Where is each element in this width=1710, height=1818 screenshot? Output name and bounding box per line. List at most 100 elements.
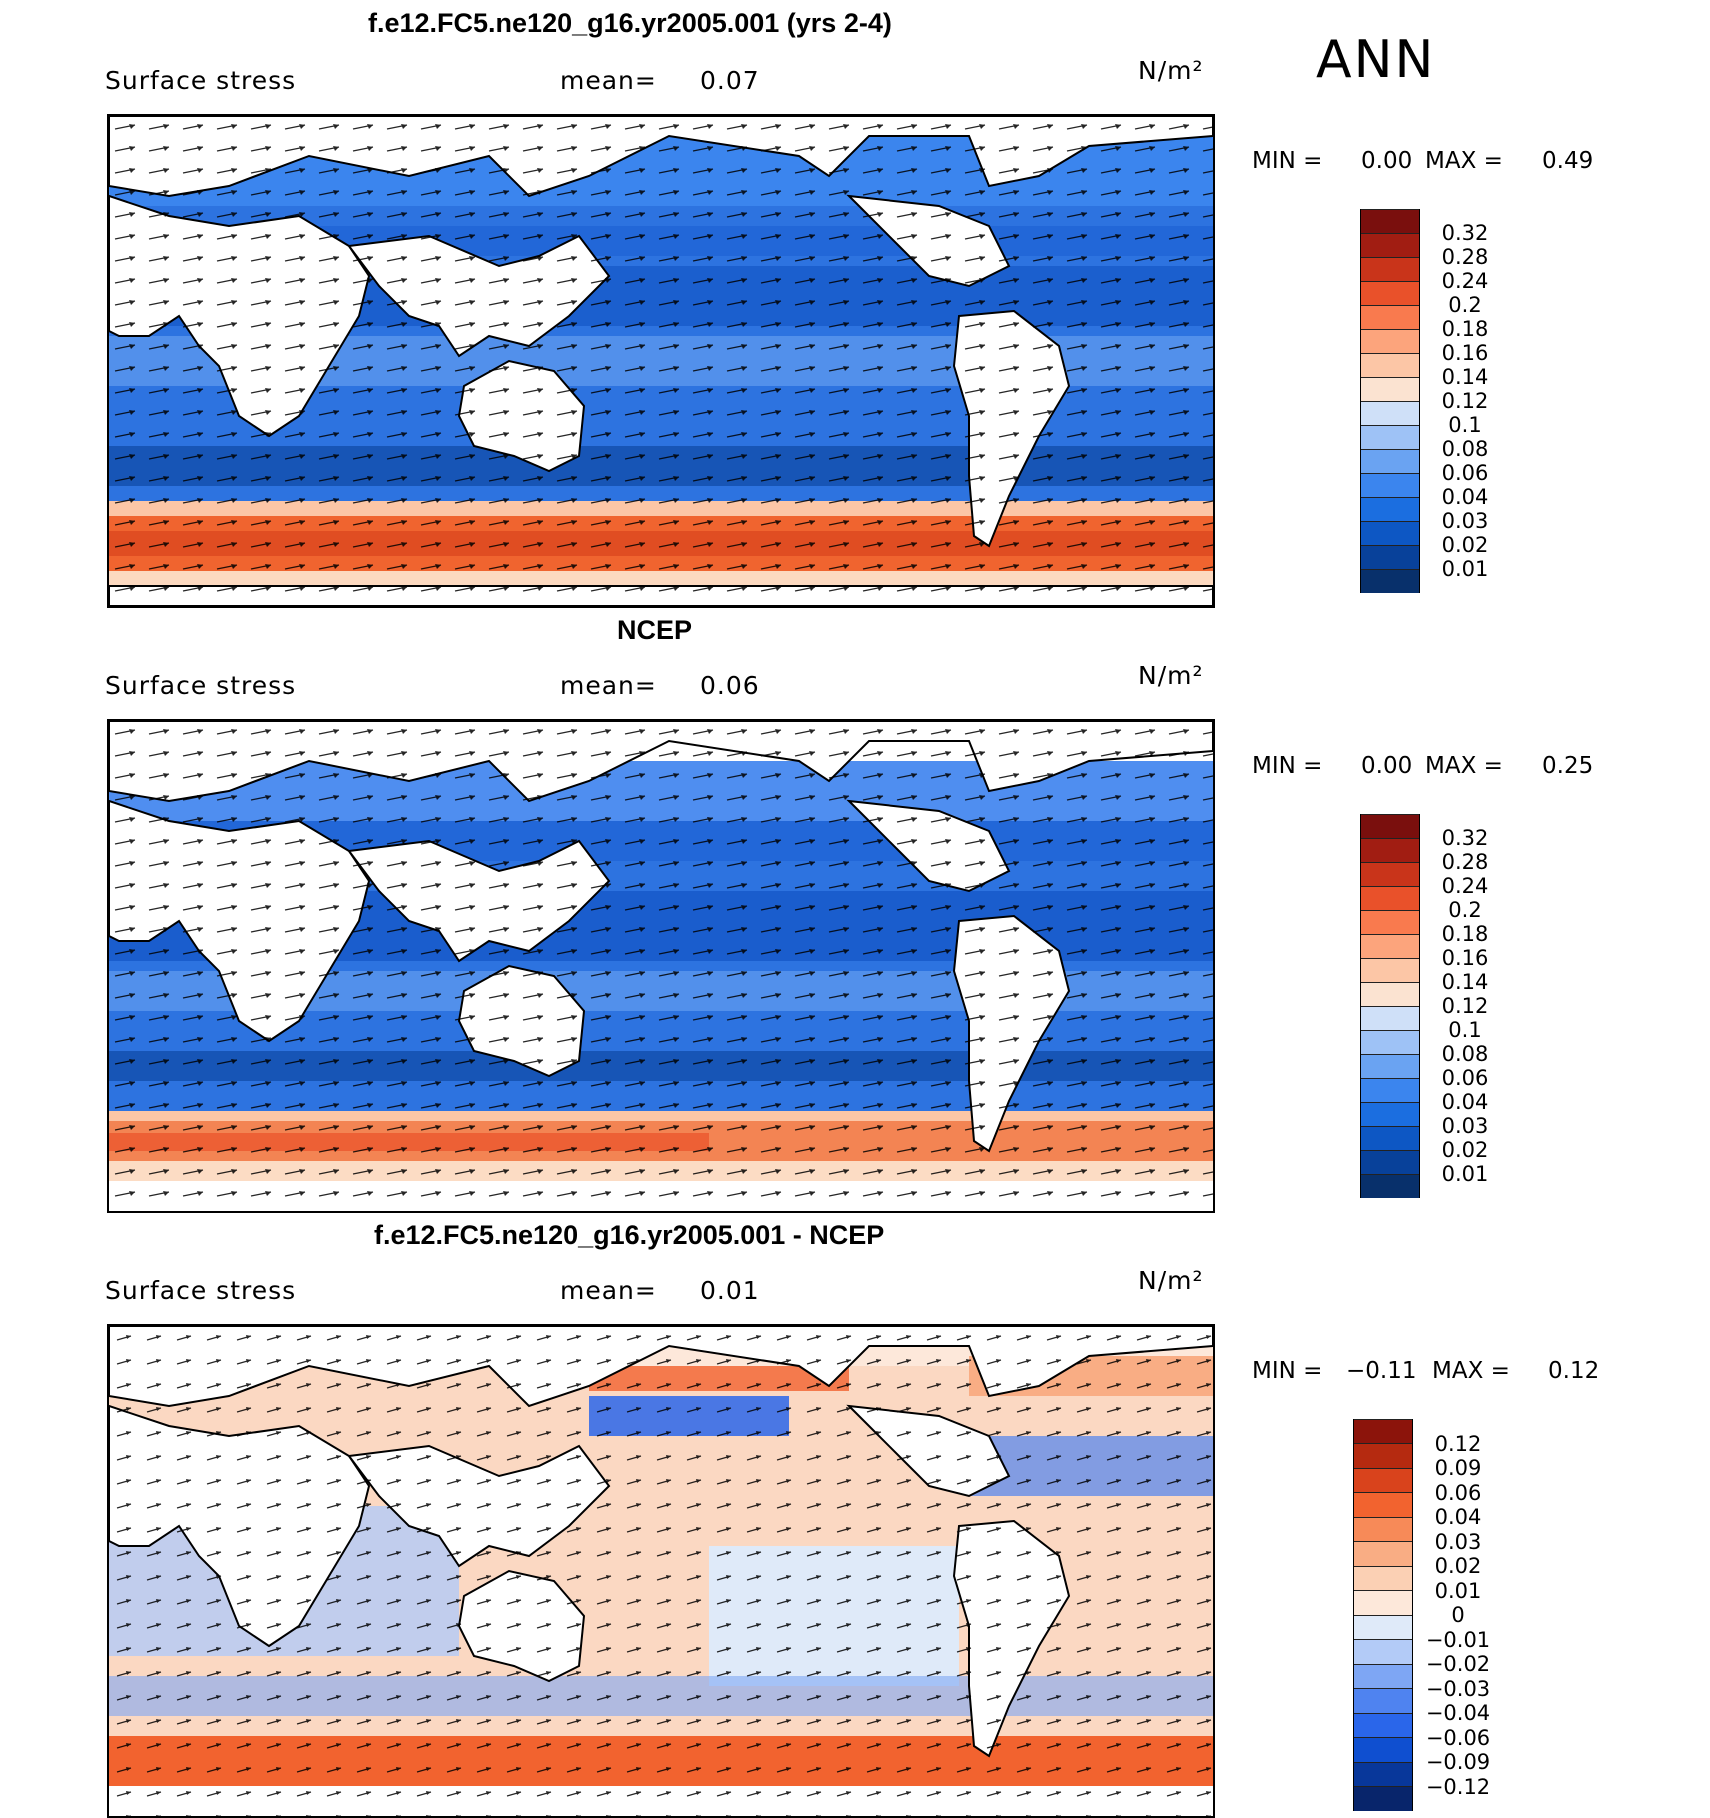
- season-label: ANN: [1316, 30, 1436, 90]
- colorbar-swatch: [1361, 472, 1419, 497]
- colorbar-tick-label: −0.03: [1425, 1676, 1491, 1701]
- colorbar-tick-label: 0.06: [1441, 461, 1489, 485]
- panel-1-max-value: 0.49: [1542, 148, 1594, 174]
- colorbar-tick-label: 0.14: [1441, 970, 1489, 994]
- colorbar-swatch: [1354, 1467, 1412, 1492]
- colorbar-swatch: [1361, 232, 1419, 257]
- panel-2-max-label: MAX =: [1425, 753, 1503, 779]
- colorbar-tick-label: 0.12: [1441, 389, 1489, 413]
- colorbar-tick-label: −0.04: [1425, 1701, 1491, 1725]
- panel-1-map: [107, 114, 1215, 608]
- colorbar-frame: [1360, 813, 1420, 1198]
- panel-1-min-value: 0.00: [1361, 148, 1413, 174]
- panel-2-map-plot: [109, 721, 1213, 1211]
- colorbar-swatch: [1361, 861, 1419, 886]
- colorbar-tick-label: 0.01: [1434, 1578, 1482, 1603]
- colorbar-tick-label: 0.09: [1434, 1456, 1482, 1480]
- colorbar-tick-label: 0.01: [1441, 557, 1489, 581]
- colorbar-swatch: [1361, 885, 1419, 910]
- colorbar-tick-label: 0.2: [1448, 293, 1482, 317]
- panel-2-colorbar: 0.01 0.02 0.03 0.04 0.06 0.08 0.1 0.12 0.14 0.16 0…: [1360, 813, 1560, 1198]
- panel-1-map-plot: [109, 116, 1213, 606]
- panel-3-map-plot: [109, 1326, 1213, 1816]
- colorbar-swatch: [1354, 1639, 1412, 1664]
- panel-3-colorbar: −0.12 −0.09 −0.06 −0.04 −0.03 −0.02 −0.01 0 0.01…: [1353, 1418, 1553, 1811]
- colorbar-tick-label: 0.14: [1441, 365, 1489, 389]
- colorbar-swatch: [1361, 400, 1419, 425]
- colorbar-tick-label: 0.2: [1448, 898, 1482, 922]
- panel-2-mean-value: 0.06: [700, 671, 760, 700]
- panel-1-title: f.e12.FC5.ne120_g16.yr2005.001 (yrs 2-4): [368, 8, 892, 38]
- panel-1-min-label: MIN =: [1252, 148, 1323, 174]
- panel-2-max-value: 0.25: [1542, 753, 1594, 779]
- colorbar-tick-label: 0.18: [1441, 317, 1489, 341]
- colorbar-tick-label: 0.12: [1434, 1431, 1482, 1456]
- colorbar-swatch: [1361, 957, 1419, 982]
- colorbar-swatch: [1361, 256, 1419, 281]
- panel-3-units: N/m²: [1138, 1266, 1204, 1295]
- colorbar-swatch: [1361, 981, 1419, 1006]
- panel-3-mean-value: 0.01: [700, 1276, 760, 1305]
- colorbar-swatch: [1361, 933, 1419, 958]
- colorbar-swatch: [1354, 1712, 1412, 1737]
- colorbar-swatch: [1354, 1492, 1412, 1517]
- panel-3-min-label: MIN =: [1252, 1358, 1323, 1384]
- colorbar-tick-label: 0.02: [1434, 1554, 1482, 1578]
- colorbar-tick-label: 0.03: [1441, 509, 1489, 533]
- panel-2-title: NCEP: [617, 615, 693, 645]
- colorbar-tick-label: 0.18: [1441, 922, 1489, 946]
- colorbar-swatch: [1354, 1418, 1412, 1443]
- panel-3-min-value: −0.11: [1346, 1358, 1417, 1384]
- colorbar-tick-label: 0.08: [1441, 1042, 1489, 1066]
- panel-1-colorbar: 0.01 0.02 0.03 0.04 0.06 0.08 0.1 0.12 0.14 0.16 0…: [1360, 208, 1560, 593]
- panel-1-mean-label: mean=: [560, 66, 657, 95]
- colorbar-swatch: [1361, 1101, 1419, 1126]
- colorbar-tick-label: 0.06: [1434, 1480, 1482, 1505]
- colorbar-tick-label: 0.03: [1441, 1114, 1489, 1138]
- colorbar-tick-label: −0.12: [1425, 1774, 1491, 1799]
- colorbar-tick-label: 0.03: [1434, 1529, 1482, 1554]
- colorbar-tick-label: 0.28: [1441, 850, 1489, 874]
- colorbar-swatch: [1361, 520, 1419, 545]
- colorbar-tick-label: 0.32: [1441, 221, 1489, 245]
- colorbar-swatch: [1361, 496, 1419, 521]
- colorbar-tick-label: 0.12: [1441, 994, 1489, 1018]
- colorbar-swatch: [1361, 352, 1419, 377]
- colorbar-tick-label: 0.04: [1441, 485, 1489, 509]
- panel-2-field-label: Surface stress: [105, 671, 297, 700]
- colorbar-swatch: [1361, 1149, 1419, 1174]
- panel-1-units: N/m²: [1138, 56, 1204, 85]
- colorbar-swatch: [1361, 328, 1419, 353]
- colorbar-tick-label: 0.02: [1441, 1138, 1489, 1162]
- panel-3-max-label: MAX =: [1432, 1358, 1510, 1384]
- colorbar-swatch: [1361, 376, 1419, 401]
- colorbar-tick-label: 0.01: [1441, 1162, 1489, 1186]
- colorbar-tick-label: 0.04: [1434, 1505, 1482, 1529]
- colorbar-swatch: [1354, 1737, 1412, 1762]
- panel-2-mean-label: mean=: [560, 671, 657, 700]
- colorbar-tick-label: 0.08: [1441, 437, 1489, 461]
- colorbar-swatch: [1361, 448, 1419, 473]
- colorbar-swatch: [1361, 1077, 1419, 1102]
- colorbar-tick-label: 0.04: [1441, 1090, 1489, 1114]
- panel-3-max-value: 0.12: [1548, 1358, 1600, 1384]
- colorbar-frame: [1360, 208, 1420, 593]
- colorbar-swatch: [1361, 1173, 1419, 1198]
- colorbar-swatch: [1354, 1786, 1412, 1811]
- panel-3-mean-label: mean=: [560, 1276, 657, 1305]
- colorbar-swatch: [1361, 544, 1419, 569]
- colorbar-tick-label: −0.02: [1425, 1652, 1491, 1676]
- colorbar-tick-label: 0.16: [1441, 946, 1489, 970]
- panel-1-mean-value: 0.07: [700, 66, 760, 95]
- colorbar-swatch: [1361, 1125, 1419, 1150]
- colorbar-tick-label: −0.06: [1425, 1725, 1491, 1750]
- panel-3-field-label: Surface stress: [105, 1276, 297, 1305]
- colorbar-tick-label: 0.28: [1441, 245, 1489, 269]
- colorbar-swatch: [1361, 280, 1419, 305]
- colorbar-swatch: [1361, 1005, 1419, 1030]
- colorbar-swatch: [1361, 304, 1419, 329]
- colorbar-swatch: [1354, 1761, 1412, 1786]
- colorbar-swatch: [1361, 1029, 1419, 1054]
- panel-2-min-label: MIN =: [1252, 753, 1323, 779]
- colorbar-tick-label: −0.09: [1425, 1750, 1491, 1774]
